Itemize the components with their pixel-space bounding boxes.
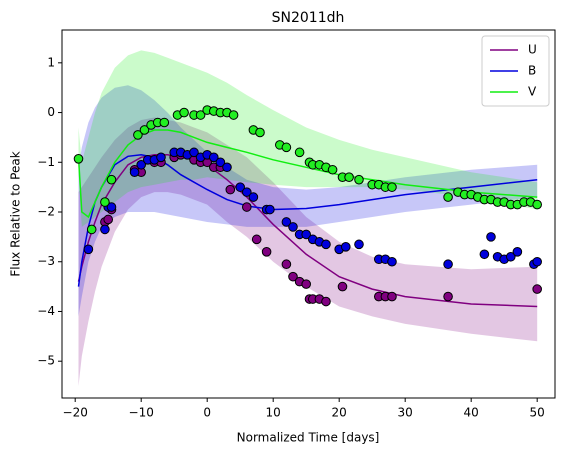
observation-point — [443, 192, 453, 202]
observation-point — [344, 172, 354, 182]
observation-point — [532, 199, 542, 210]
x-tick-label: 10 — [266, 406, 281, 420]
uncertainty-band — [78, 85, 538, 317]
uncertainty-band — [78, 50, 538, 227]
observation-point — [443, 291, 453, 302]
y-tick-label: −3 — [37, 254, 55, 268]
observation-point — [387, 256, 397, 267]
x-tick-label: −20 — [63, 406, 88, 420]
x-tick-label: 0 — [203, 406, 211, 420]
plot-frame — [61, 29, 556, 399]
observation-point — [281, 259, 292, 270]
y-tick-label: −2 — [37, 205, 55, 219]
observation-point — [281, 142, 292, 153]
observation-point — [189, 147, 199, 158]
observation-point — [73, 154, 84, 164]
observation-point — [208, 152, 219, 163]
observation-point — [505, 251, 516, 262]
observation-point — [100, 197, 110, 207]
observation-point — [139, 125, 150, 135]
observation-point — [387, 182, 397, 192]
observation-point — [228, 110, 239, 120]
observation-point — [340, 242, 351, 252]
observation-point — [321, 296, 331, 307]
observation-point — [86, 224, 97, 235]
observation-point — [83, 244, 94, 255]
observation-point — [532, 284, 542, 294]
observation-point — [133, 130, 143, 140]
x-tick-label: 50 — [530, 406, 545, 420]
legend-label: V — [528, 85, 537, 99]
y-tick-label: 0 — [47, 105, 55, 119]
y-axis-label: Flux Relative to Peak — [9, 151, 23, 276]
observation-point — [251, 234, 262, 245]
observation-point — [294, 147, 305, 158]
observation-point — [321, 239, 331, 250]
observation-point — [103, 214, 113, 225]
observation-point — [241, 187, 252, 197]
y-tick-label: −5 — [37, 354, 55, 368]
observation-point — [225, 184, 236, 195]
y-tick-label: 1 — [47, 55, 55, 69]
observation-point — [106, 202, 117, 212]
observation-point — [288, 222, 298, 232]
legend-label: U — [528, 43, 537, 57]
observation-point — [301, 229, 311, 240]
x-tick-label: −10 — [129, 406, 154, 420]
observation-point — [301, 279, 311, 289]
observation-point — [387, 291, 397, 302]
observation-point — [129, 167, 140, 178]
uncertainty-band — [78, 117, 538, 387]
x-tick-label: 20 — [332, 406, 347, 420]
observation-point — [235, 182, 245, 192]
observation-point — [261, 246, 272, 257]
observation-point — [255, 127, 265, 138]
observation-point — [281, 217, 292, 227]
observation-point — [486, 232, 496, 242]
observation-point — [241, 202, 252, 212]
observation-point — [248, 192, 259, 202]
x-tick-label: 40 — [464, 406, 479, 420]
observation-point — [327, 164, 338, 175]
y-tick-label: −1 — [37, 155, 55, 169]
observation-point — [136, 159, 146, 170]
observation-point — [532, 256, 542, 267]
observation-point — [265, 204, 275, 215]
observation-point — [156, 152, 166, 163]
observation-point — [354, 174, 364, 185]
y-tick-label: −4 — [37, 304, 55, 318]
observation-point — [222, 162, 232, 173]
observation-point — [100, 224, 110, 235]
observation-point — [159, 117, 170, 128]
observation-point — [195, 110, 206, 120]
observation-point — [288, 271, 298, 282]
x-axis-label: Normalized Time [days] — [237, 431, 380, 445]
x-tick-label: 30 — [398, 406, 413, 420]
observation-point — [106, 174, 117, 185]
observation-point — [215, 157, 226, 168]
chart-title: SN2011dh — [272, 10, 345, 26]
observation-point — [512, 246, 523, 257]
observation-point — [179, 107, 189, 118]
observation-point — [479, 249, 490, 260]
observation-point — [337, 281, 348, 292]
observation-point — [354, 239, 364, 250]
legend-label: B — [528, 64, 536, 78]
observation-point — [443, 259, 453, 270]
